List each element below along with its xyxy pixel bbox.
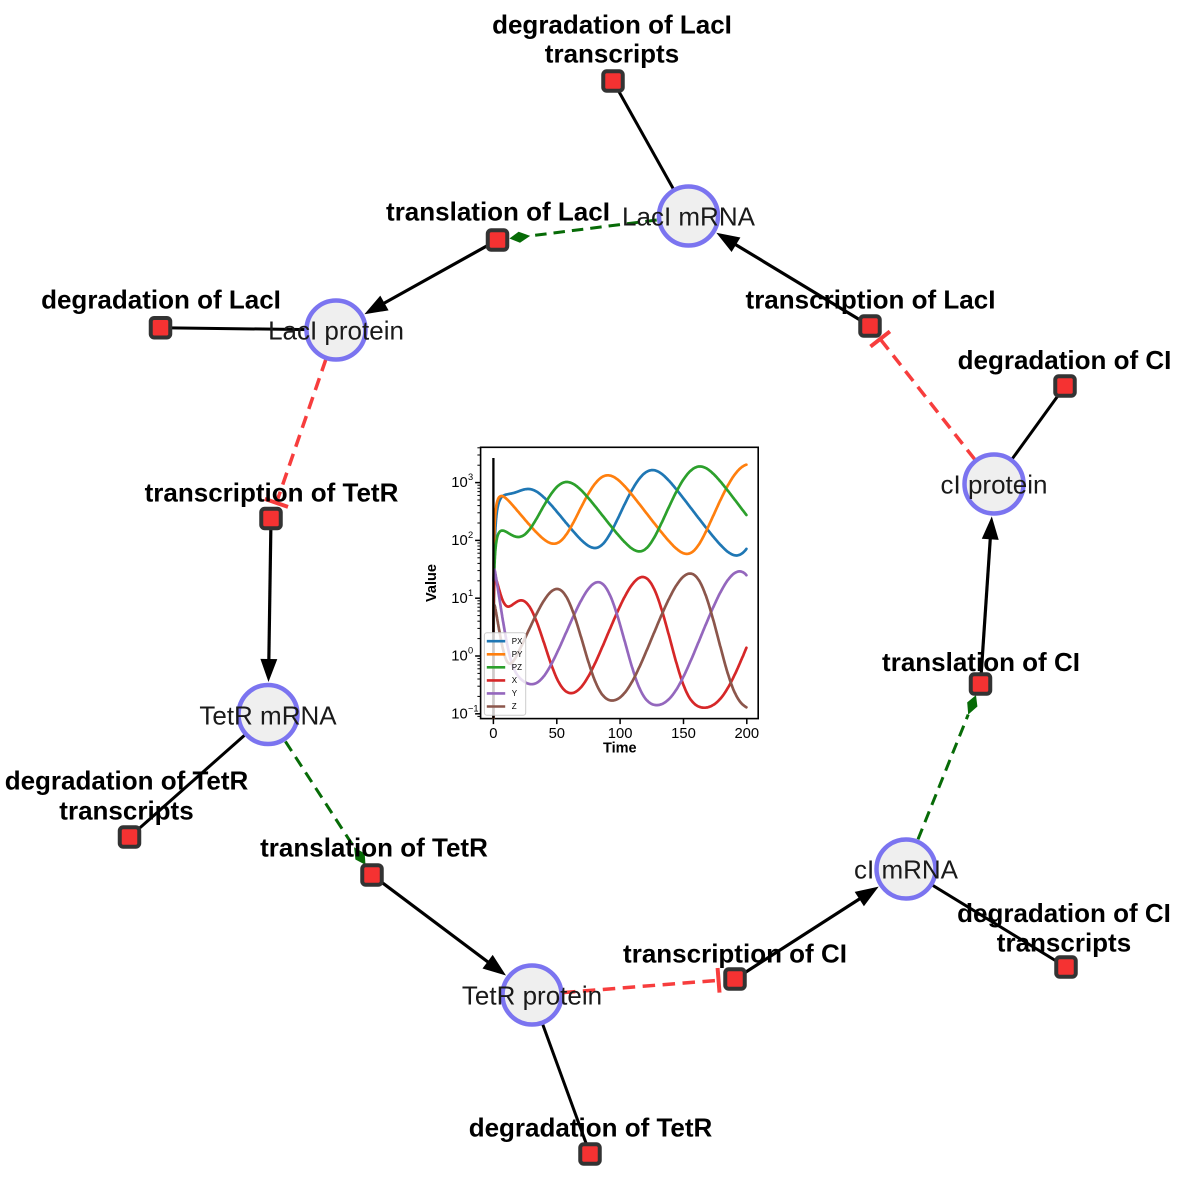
svg-text:degradation of TetR: degradation of TetR <box>469 1113 713 1143</box>
svg-text:50: 50 <box>549 726 565 742</box>
svg-text:TetR mRNA: TetR mRNA <box>199 700 337 730</box>
svg-text:degradation of CI: degradation of CI <box>957 898 1171 928</box>
svg-text:Time: Time <box>603 741 637 757</box>
svg-text:150: 150 <box>671 726 696 742</box>
svg-text:X: X <box>512 676 518 685</box>
svg-text:200: 200 <box>734 726 759 742</box>
svg-text:cI mRNA: cI mRNA <box>854 855 959 885</box>
svg-text:10: 10 <box>451 475 467 491</box>
svg-text:100: 100 <box>608 726 633 742</box>
svg-text:Value: Value <box>424 564 440 602</box>
svg-text:transcripts: transcripts <box>997 928 1131 958</box>
svg-text:3: 3 <box>468 472 473 482</box>
svg-text:transcripts: transcripts <box>59 796 193 826</box>
svg-text:cI protein: cI protein <box>941 469 1048 499</box>
svg-text:10: 10 <box>451 649 467 665</box>
svg-text:10: 10 <box>451 591 467 607</box>
svg-text:degradation of TetR: degradation of TetR <box>5 766 249 796</box>
svg-text:degradation of LacI: degradation of LacI <box>492 10 732 40</box>
svg-text:Y: Y <box>512 689 518 698</box>
svg-text:PY: PY <box>512 650 523 659</box>
svg-text:degradation of LacI: degradation of LacI <box>41 285 281 315</box>
svg-text:2: 2 <box>468 530 473 540</box>
svg-text:Z: Z <box>512 702 517 711</box>
svg-text:LacI mRNA: LacI mRNA <box>622 201 756 231</box>
svg-text:0: 0 <box>489 726 497 742</box>
svg-text:PX: PX <box>512 637 523 646</box>
svg-text:translation of TetR: translation of TetR <box>260 833 488 863</box>
svg-text:degradation of CI: degradation of CI <box>958 345 1172 375</box>
svg-text:transcription of CI: transcription of CI <box>623 939 847 969</box>
svg-text:transcription of TetR: transcription of TetR <box>145 478 399 508</box>
svg-text:translation of LacI: translation of LacI <box>386 197 610 227</box>
svg-text:LacI protein: LacI protein <box>268 315 404 345</box>
svg-text:transcription of LacI: transcription of LacI <box>746 285 996 315</box>
svg-text:PZ: PZ <box>512 663 522 672</box>
svg-text:0: 0 <box>468 646 473 656</box>
svg-text:10: 10 <box>451 533 467 549</box>
svg-text:TetR protein: TetR protein <box>462 980 602 1010</box>
svg-text:10: 10 <box>451 706 467 722</box>
svg-text:transcripts: transcripts <box>545 39 679 69</box>
svg-text:translation of CI: translation of CI <box>882 647 1080 677</box>
svg-text:1: 1 <box>468 588 473 598</box>
svg-text:−1: −1 <box>468 703 479 713</box>
